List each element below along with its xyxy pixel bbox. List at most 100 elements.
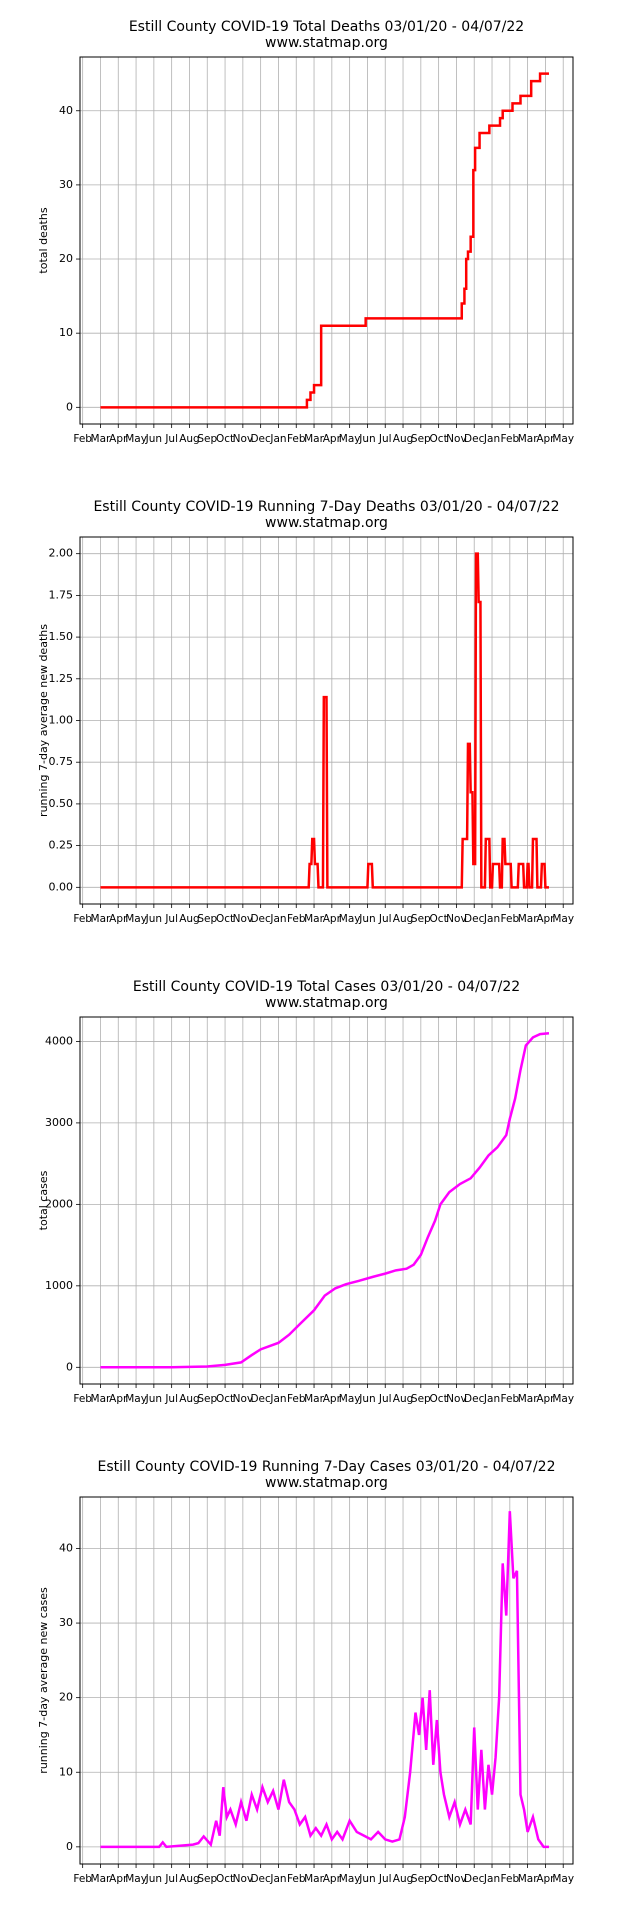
x-tick-label: Sep: [411, 433, 431, 445]
x-tick-label: Feb: [501, 1873, 520, 1885]
y-tick-label: 4000: [45, 1034, 73, 1047]
x-tick-label: Apr: [323, 913, 342, 925]
x-tick-label: Oct: [216, 1393, 234, 1405]
x-tick-label: Sep: [411, 913, 431, 925]
y-tick-label: 0: [66, 1360, 73, 1373]
x-tick-label: Oct: [430, 433, 448, 445]
x-tick-label: Aug: [179, 1873, 200, 1885]
chart-panel: Estill County COVID-19 Total Deaths 03/0…: [37, 19, 574, 445]
x-tick-label: May: [339, 1393, 361, 1405]
x-tick-label: Oct: [216, 433, 234, 445]
x-tick-label: Dec: [250, 913, 271, 925]
chart-title: Estill County COVID-19 Running 7-Day Cas…: [98, 1459, 556, 1475]
x-tick-label: Apr: [323, 1393, 342, 1405]
x-tick-label: Nov: [233, 1393, 254, 1405]
x-tick-label: Oct: [216, 1873, 234, 1885]
x-tick-label: Aug: [393, 1873, 414, 1885]
chart-panel: Estill County COVID-19 Total Cases 03/01…: [37, 979, 574, 1405]
x-tick-label: Dec: [250, 1873, 271, 1885]
x-tick-label: Jul: [164, 433, 178, 445]
y-tick-label: 0.75: [49, 755, 74, 768]
x-tick-label: May: [125, 1873, 147, 1885]
x-tick-label: Feb: [73, 1873, 92, 1885]
x-tick-label: Apr: [323, 1873, 342, 1885]
y-tick-label: 2.00: [49, 547, 74, 560]
x-tick-label: May: [552, 1393, 574, 1405]
chart-title: Estill County COVID-19 Running 7-Day Dea…: [93, 499, 559, 515]
x-tick-label: Aug: [179, 913, 200, 925]
x-tick-label: Jul: [378, 1393, 392, 1405]
plot-frame: [79, 536, 574, 905]
x-tick-label: Apr: [109, 1393, 128, 1405]
y-tick-label: 1.50: [49, 630, 74, 643]
data-line: [100, 552, 549, 889]
x-tick-label: Jun: [145, 913, 162, 925]
y-tick-label: 2000: [45, 1197, 73, 1210]
plot-frame: [79, 56, 574, 425]
x-tick-label: Oct: [430, 913, 448, 925]
chart-subtitle: www.statmap.org: [265, 1475, 388, 1491]
x-tick-label: Mar: [91, 433, 111, 445]
y-tick-label: 20: [59, 1691, 73, 1704]
x-tick-label: Apr: [109, 433, 128, 445]
x-tick-label: Nov: [446, 913, 467, 925]
x-tick-label: Feb: [73, 1393, 92, 1405]
x-tick-label: Jun: [145, 1393, 162, 1405]
x-tick-label: Feb: [287, 913, 306, 925]
x-tick-label: Jan: [483, 433, 500, 445]
data-line: [100, 1511, 549, 1849]
x-tick-label: May: [339, 1873, 361, 1885]
x-tick-label: Nov: [233, 913, 254, 925]
y-tick-label: 20: [59, 252, 73, 265]
x-tick-label: Apr: [109, 913, 128, 925]
y-tick-label: 1000: [45, 1279, 73, 1292]
y-axis-label: running 7-day average new cases: [37, 1587, 50, 1774]
x-tick-label: Feb: [73, 433, 92, 445]
chart-title: Estill County COVID-19 Total Cases 03/01…: [133, 979, 520, 995]
x-tick-label: May: [552, 1873, 574, 1885]
x-tick-label: Jun: [358, 1873, 375, 1885]
x-tick-label: Feb: [501, 1393, 520, 1405]
y-axis-label: total deaths: [37, 207, 50, 273]
y-tick-label: 0.50: [49, 797, 74, 810]
x-tick-label: Mar: [304, 1393, 324, 1405]
x-tick-label: Mar: [518, 913, 538, 925]
x-tick-label: Jul: [378, 1873, 392, 1885]
y-axis-label: total cases: [37, 1170, 50, 1230]
x-tick-label: Oct: [430, 1393, 448, 1405]
x-tick-label: Nov: [233, 1873, 254, 1885]
x-tick-label: Dec: [464, 1393, 485, 1405]
x-tick-label: May: [125, 1393, 147, 1405]
x-tick-label: Jun: [358, 913, 375, 925]
chart-subtitle: www.statmap.org: [265, 995, 388, 1011]
y-axis-label: running 7-day average new deaths: [37, 624, 50, 817]
x-tick-label: Nov: [233, 433, 254, 445]
x-tick-label: Aug: [393, 913, 414, 925]
x-tick-label: Feb: [287, 1393, 306, 1405]
x-tick-label: Mar: [304, 1873, 324, 1885]
x-tick-label: Feb: [501, 913, 520, 925]
x-tick-label: May: [552, 913, 574, 925]
x-tick-label: Mar: [518, 1873, 538, 1885]
x-tick-label: Apr: [323, 433, 342, 445]
x-tick-label: Oct: [430, 1873, 448, 1885]
x-tick-label: Mar: [518, 433, 538, 445]
x-tick-label: Dec: [250, 433, 271, 445]
x-tick-label: Apr: [536, 913, 555, 925]
chart-subtitle: www.statmap.org: [265, 35, 388, 51]
x-tick-label: Dec: [250, 1393, 271, 1405]
data-line: [100, 1032, 550, 1369]
x-tick-label: Feb: [73, 913, 92, 925]
x-tick-label: Aug: [393, 1393, 414, 1405]
x-tick-label: Apr: [536, 1873, 555, 1885]
x-tick-label: Jun: [358, 1393, 375, 1405]
x-tick-label: May: [125, 913, 147, 925]
x-tick-label: May: [339, 433, 361, 445]
x-tick-label: Jul: [378, 913, 392, 925]
x-tick-label: Apr: [536, 433, 555, 445]
y-tick-label: 0: [66, 400, 73, 413]
chart-panel: Estill County COVID-19 Running 7-Day Cas…: [37, 1459, 574, 1885]
x-tick-label: Jun: [145, 1873, 162, 1885]
y-tick-label: 40: [59, 1541, 73, 1554]
